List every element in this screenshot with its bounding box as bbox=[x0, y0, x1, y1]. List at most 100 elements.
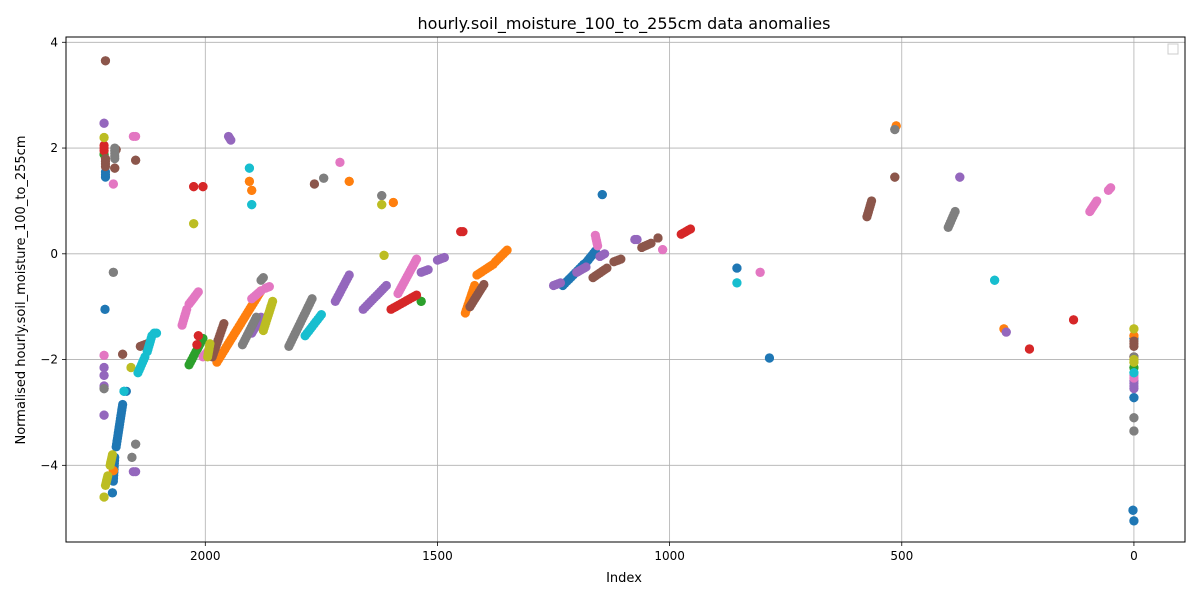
data-point bbox=[732, 278, 742, 288]
data-point bbox=[890, 124, 900, 135]
data-point bbox=[100, 56, 111, 66]
x-tick-label: 500 bbox=[890, 549, 913, 563]
data-point bbox=[555, 278, 566, 288]
data-point bbox=[192, 340, 202, 350]
data-point bbox=[1129, 324, 1139, 334]
data-point bbox=[247, 185, 257, 195]
data-point bbox=[866, 196, 877, 206]
data-point bbox=[581, 262, 591, 272]
data-point bbox=[1106, 183, 1116, 193]
y-tick-label: 0 bbox=[50, 247, 58, 261]
x-tick-label: 2000 bbox=[190, 549, 221, 563]
data-point bbox=[950, 206, 960, 217]
data-point bbox=[593, 241, 603, 251]
data-point bbox=[1129, 368, 1139, 378]
data-point bbox=[309, 179, 320, 189]
data-point bbox=[316, 310, 326, 320]
data-point bbox=[268, 296, 278, 306]
data-points bbox=[99, 56, 1139, 526]
data-point bbox=[1092, 196, 1102, 206]
data-point bbox=[256, 286, 266, 296]
data-point bbox=[99, 492, 109, 502]
data-point bbox=[890, 172, 900, 182]
data-point bbox=[1129, 426, 1139, 436]
data-point bbox=[193, 331, 203, 341]
data-point bbox=[764, 353, 775, 363]
data-point bbox=[131, 131, 141, 142]
y-tick-label: −4 bbox=[40, 458, 58, 472]
y-tick-label: −2 bbox=[40, 353, 58, 367]
grid-lines bbox=[66, 37, 1185, 542]
chart-title: hourly.soil_moisture_100_to_255cm data a… bbox=[418, 14, 831, 34]
data-point bbox=[251, 312, 261, 322]
data-point bbox=[388, 197, 398, 208]
data-point bbox=[1129, 357, 1139, 367]
data-point bbox=[646, 238, 656, 248]
data-point bbox=[107, 488, 118, 498]
data-point bbox=[502, 245, 512, 255]
legend-box bbox=[1167, 43, 1179, 55]
data-point bbox=[189, 182, 199, 192]
data-point bbox=[151, 328, 162, 338]
data-point bbox=[107, 450, 118, 460]
data-point bbox=[99, 410, 109, 420]
data-point bbox=[1024, 344, 1035, 354]
data-point bbox=[416, 296, 426, 306]
data-point bbox=[108, 179, 118, 189]
data-point bbox=[685, 224, 696, 234]
data-point bbox=[1129, 336, 1139, 346]
data-point bbox=[103, 471, 113, 481]
data-point bbox=[755, 267, 765, 277]
plot-frame bbox=[65, 36, 1186, 543]
data-point bbox=[335, 157, 345, 167]
data-point bbox=[1129, 516, 1139, 526]
data-point bbox=[131, 467, 141, 477]
data-point bbox=[226, 135, 236, 145]
data-point bbox=[1001, 327, 1011, 337]
data-point bbox=[118, 349, 128, 359]
data-point bbox=[990, 275, 1000, 285]
data-point bbox=[602, 263, 612, 273]
data-point bbox=[732, 263, 742, 273]
data-point bbox=[258, 273, 268, 283]
data-point bbox=[377, 191, 387, 201]
y-axis-ticks: −4 −2 0 2 4 bbox=[40, 35, 66, 472]
data-point bbox=[127, 452, 137, 462]
data-point bbox=[379, 250, 389, 260]
series-9-points bbox=[119, 163, 1139, 396]
y-tick-label: 2 bbox=[50, 141, 58, 155]
data-point bbox=[381, 280, 391, 291]
x-tick-label: 1500 bbox=[422, 549, 453, 563]
data-point bbox=[616, 254, 626, 264]
data-point bbox=[118, 399, 128, 410]
data-point bbox=[319, 173, 329, 183]
data-point bbox=[99, 350, 109, 360]
data-point bbox=[189, 219, 199, 229]
data-point bbox=[99, 384, 109, 394]
data-point bbox=[344, 176, 354, 186]
data-point bbox=[247, 200, 257, 210]
data-point bbox=[100, 304, 110, 314]
x-axis-ticks: 2000 1500 1000 500 0 bbox=[190, 542, 1138, 563]
data-point bbox=[126, 362, 136, 373]
data-point bbox=[99, 132, 109, 143]
data-point bbox=[411, 254, 422, 264]
data-point bbox=[653, 233, 663, 243]
data-point bbox=[344, 270, 354, 280]
data-point bbox=[1068, 315, 1079, 325]
data-point bbox=[99, 362, 109, 373]
y-tick-label: 4 bbox=[50, 35, 58, 49]
x-tick-label: 1000 bbox=[654, 549, 685, 563]
data-point bbox=[193, 287, 203, 297]
data-point bbox=[198, 182, 208, 192]
data-point bbox=[99, 370, 109, 381]
data-point bbox=[244, 163, 255, 173]
data-point bbox=[244, 176, 255, 186]
series-6-points bbox=[99, 131, 1139, 383]
data-point bbox=[423, 265, 433, 275]
data-point bbox=[458, 226, 468, 237]
data-point bbox=[1129, 393, 1139, 403]
data-point bbox=[1128, 505, 1138, 515]
data-point bbox=[205, 339, 215, 349]
